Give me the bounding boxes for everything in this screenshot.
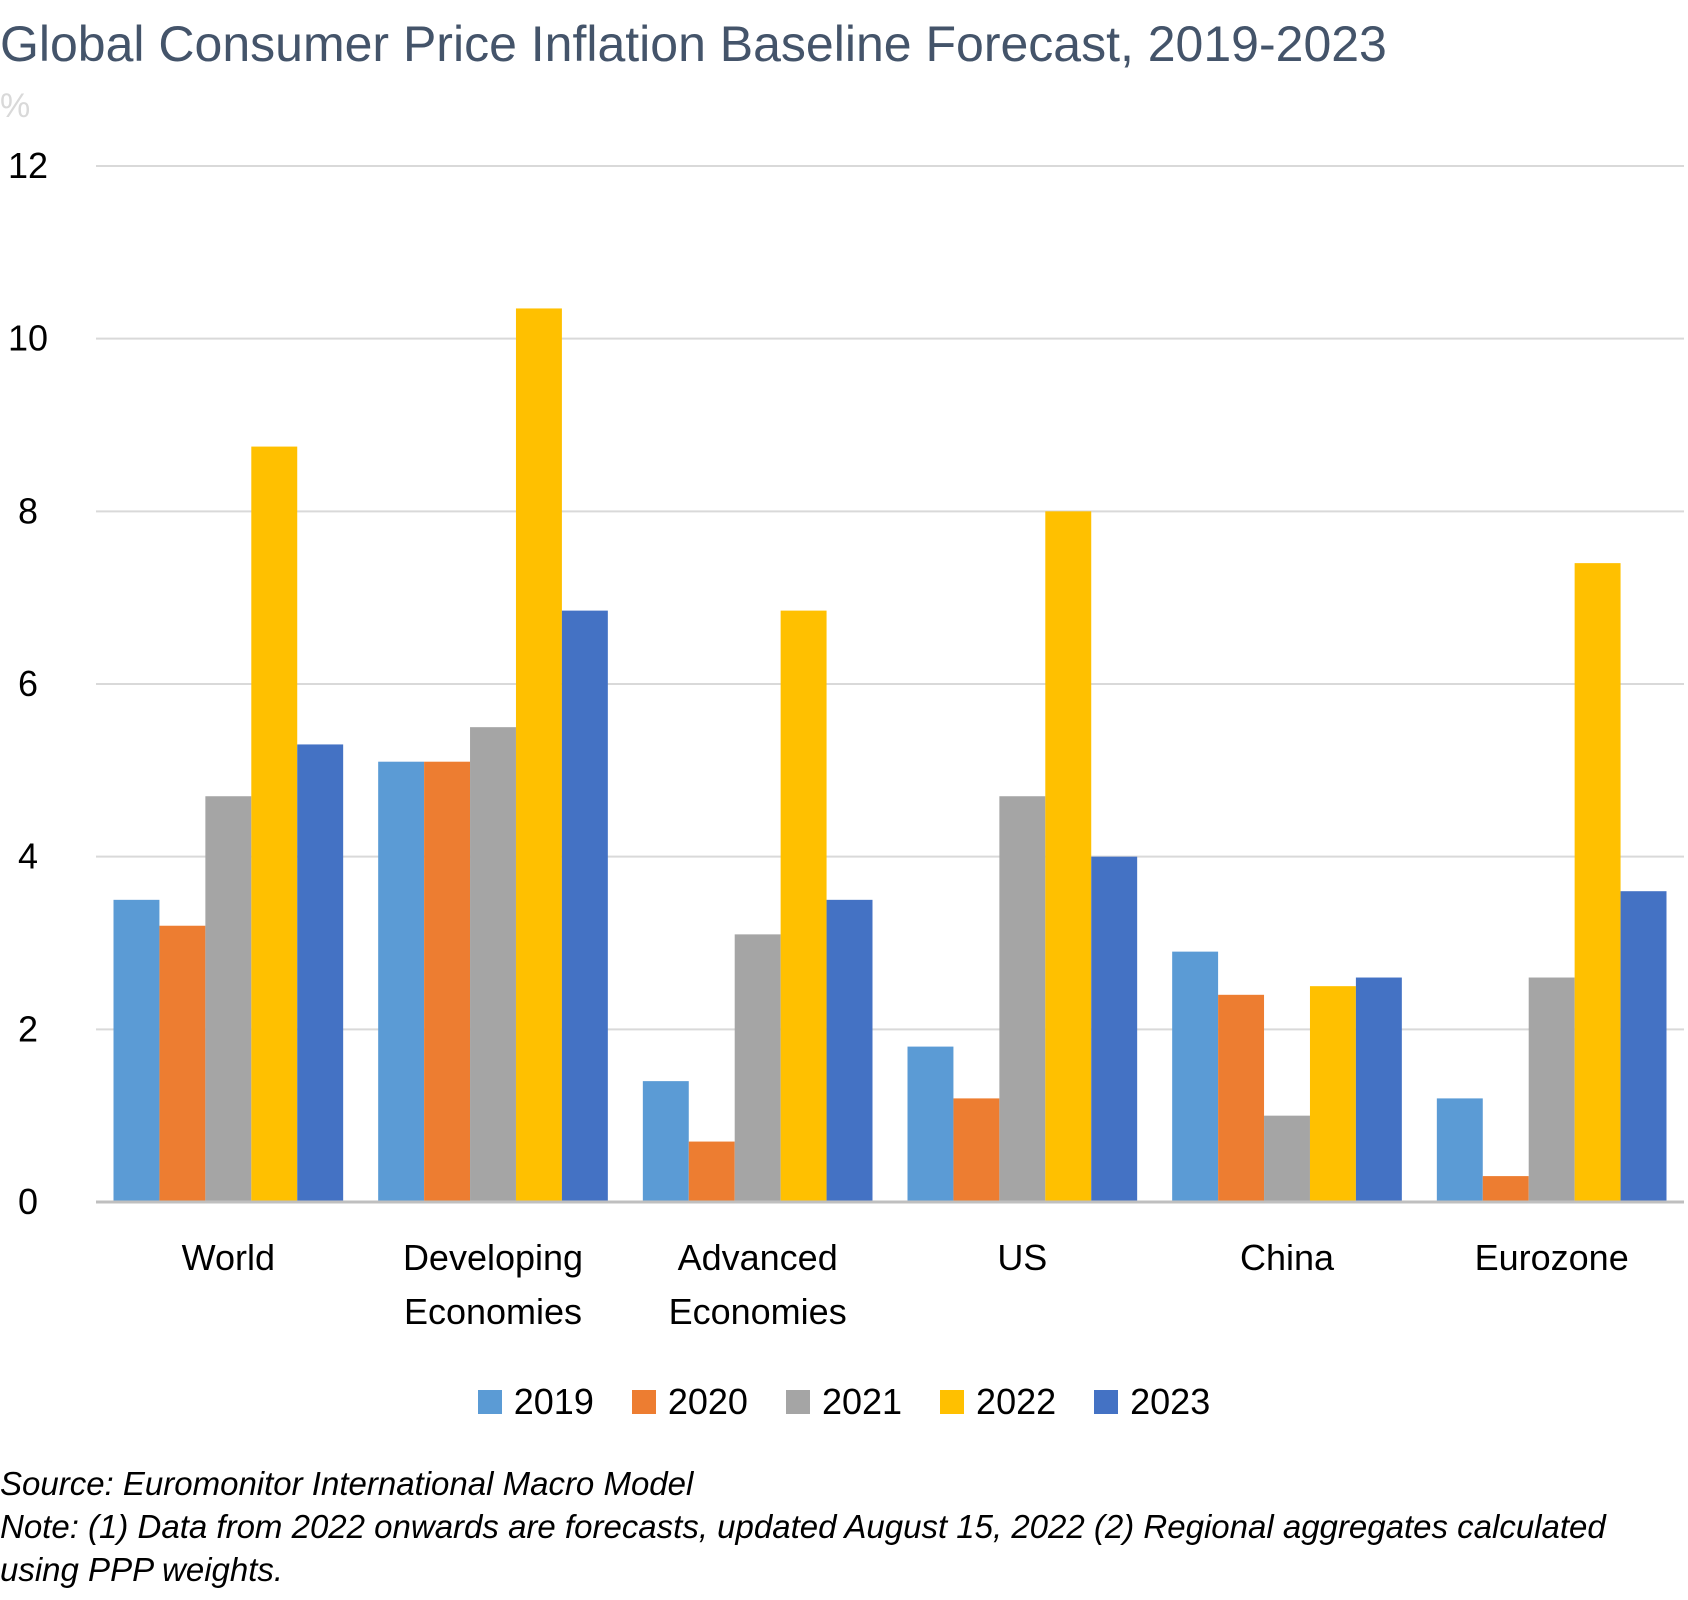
bar-2019: [1436, 1098, 1483, 1202]
legend-item-2020: 2020: [631, 1380, 748, 1424]
legend-swatch: [940, 1390, 965, 1414]
bar-2023: [561, 610, 608, 1202]
legend-swatch: [785, 1390, 810, 1414]
bar-2023: [297, 744, 344, 1202]
bar-2022: [1574, 563, 1621, 1202]
legend: 2019 2020 2021 2022 2023: [0, 1380, 1688, 1424]
legend-swatch: [631, 1390, 656, 1414]
bar-2019: [1172, 951, 1219, 1202]
bar-2023: [1355, 977, 1402, 1202]
category-label: Economies: [669, 1291, 847, 1332]
bar-2019: [907, 1046, 954, 1202]
category-label: Developing: [403, 1237, 583, 1278]
bar-2021: [999, 796, 1046, 1202]
bar-2021: [734, 934, 781, 1202]
axis-labels: 0 2 4 6 8 10 12 World Developing Economies Advance…: [8, 145, 1629, 1332]
source-text: Source: Euromonitor International Macro …: [0, 1465, 694, 1502]
bar-2021: [205, 796, 252, 1202]
category-label: China: [1240, 1237, 1335, 1278]
bar-2022: [780, 610, 827, 1202]
bar-2019: [642, 1081, 689, 1202]
bar-2023: [826, 899, 873, 1202]
bar-2022: [1309, 986, 1356, 1202]
legend-item-2019: 2019: [477, 1380, 594, 1424]
legend-swatch: [477, 1390, 502, 1414]
bar-2022: [515, 308, 562, 1202]
category-label: Economies: [404, 1291, 582, 1332]
bar-2020: [953, 1098, 1000, 1202]
bar-2020: [688, 1141, 735, 1202]
y-tick-label: 0: [18, 1181, 38, 1222]
bar-2019: [113, 899, 160, 1202]
bar-2023: [1091, 856, 1138, 1202]
category-label: US: [997, 1237, 1047, 1278]
bar-2021: [1264, 1115, 1310, 1202]
y-tick-label: 12: [8, 145, 48, 186]
gridlines: [96, 165, 1684, 1031]
chart-title: Global Consumer Price Inflation Baseline…: [0, 16, 1387, 72]
bars: [113, 308, 1667, 1202]
category-label: World: [182, 1237, 275, 1278]
legend-label: 2021: [821, 1381, 903, 1422]
bar-2020: [424, 761, 471, 1202]
y-tick-label: 6: [18, 663, 38, 704]
y-tick-label: 2: [18, 1008, 38, 1049]
legend-label: 2020: [667, 1381, 748, 1422]
footnote: Source: Euromonitor International Macro …: [0, 1462, 1688, 1591]
bar-2021: [1528, 977, 1575, 1202]
legend-item-2022: 2022: [940, 1380, 1056, 1424]
bar-2019: [378, 761, 425, 1202]
legend-item-2023: 2023: [1094, 1380, 1210, 1424]
legend-label: 2023: [1130, 1381, 1211, 1422]
note-text: Note: (1) Data from 2022 onwards are for…: [0, 1508, 1606, 1588]
legend-label: 2019: [513, 1381, 594, 1422]
category-label: Eurozone: [1475, 1237, 1629, 1278]
bar-2020: [159, 925, 206, 1202]
bar-2020: [1218, 994, 1265, 1202]
y-tick-label: 8: [18, 490, 38, 531]
y-tick-label: 4: [18, 836, 38, 877]
y-tick-label: 10: [8, 318, 48, 359]
legend-item-2021: 2021: [785, 1380, 903, 1424]
y-axis-unit-label: %: [0, 87, 31, 125]
bar-2022: [1045, 511, 1092, 1202]
category-label: Advanced: [678, 1237, 838, 1278]
bar-2023: [1620, 891, 1667, 1202]
bar-2021: [470, 727, 516, 1202]
bar-2022: [251, 446, 298, 1202]
legend-swatch: [1094, 1390, 1119, 1414]
legend-label: 2022: [976, 1381, 1057, 1422]
bar-2020: [1482, 1176, 1529, 1202]
